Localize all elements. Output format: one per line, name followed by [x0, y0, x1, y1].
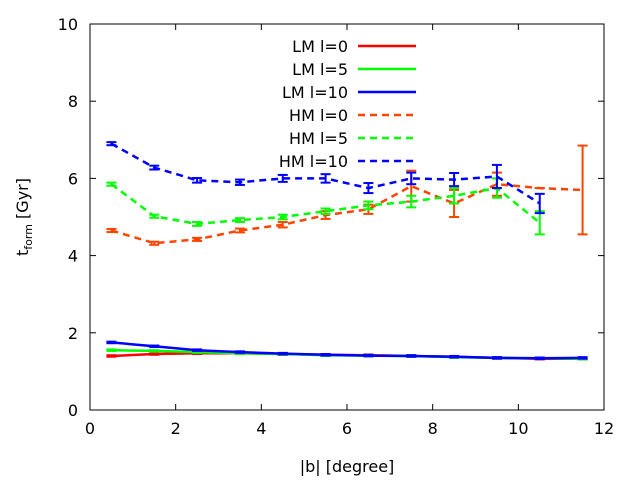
y-tick-label: 10 — [58, 15, 78, 34]
error-bar — [491, 163, 502, 190]
error-bar — [534, 210, 545, 236]
y-axis-label-sub: form — [22, 224, 35, 250]
error-bar — [234, 350, 245, 354]
y-axis-label: tform [Gyr] — [13, 178, 35, 256]
y-tick-label: 8 — [68, 92, 78, 111]
error-bar — [363, 353, 374, 358]
x-tick-label: 4 — [256, 419, 266, 438]
error-bar — [577, 356, 588, 360]
legend-label: LM l=10 — [282, 83, 348, 102]
series-hm-l-10 — [106, 141, 545, 215]
error-bar — [363, 182, 374, 195]
x-tick-label: 8 — [428, 419, 438, 438]
error-bar — [149, 213, 160, 219]
legend-label: LM l=0 — [292, 37, 348, 56]
error-bar — [149, 240, 160, 246]
error-bar — [234, 178, 245, 186]
x-tick-label: 10 — [508, 419, 528, 438]
legend-item-hm-l-10: HM l=10 — [279, 152, 416, 171]
legend-item-lm-l-5: LM l=5 — [292, 60, 416, 79]
x-tick-label: 12 — [594, 419, 614, 438]
legend-item-lm-l-10: LM l=10 — [282, 83, 416, 102]
error-bar — [277, 173, 288, 183]
error-bar — [192, 177, 203, 184]
y-tick-label: 0 — [68, 401, 78, 420]
legend-item-lm-l-0: LM l=0 — [292, 37, 416, 56]
error-bar — [277, 351, 288, 356]
plot-layer — [106, 141, 588, 361]
legend-item-hm-l-5: HM l=5 — [289, 129, 416, 148]
error-bar — [320, 207, 331, 215]
error-bar — [106, 340, 117, 345]
legend-label: LM l=5 — [292, 60, 348, 79]
series-hm-l-5 — [106, 177, 545, 236]
error-bar — [149, 349, 160, 353]
error-bar — [106, 227, 117, 234]
y-axis-label-unit: [Gyr] — [13, 178, 32, 224]
error-bar — [406, 194, 417, 209]
y-axis-label-main: t — [13, 250, 32, 256]
y-tick-label: 6 — [68, 169, 78, 188]
legend-label: HM l=5 — [289, 129, 348, 148]
series-lm-l-10 — [106, 340, 588, 361]
error-bar — [449, 171, 460, 188]
error-bar — [149, 164, 160, 171]
y-tick-label: 4 — [68, 247, 78, 266]
error-bar — [534, 192, 545, 215]
error-bar — [363, 200, 374, 211]
series-line-lm-l-10 — [111, 341, 583, 360]
x-tick-label: 6 — [342, 419, 352, 438]
y-tick-label: 2 — [68, 324, 78, 343]
legend-label: HM l=10 — [279, 152, 348, 171]
error-bar — [406, 171, 417, 186]
error-bar — [149, 344, 160, 349]
x-tick-label: 2 — [171, 419, 181, 438]
error-bar — [234, 217, 245, 224]
error-bar — [277, 213, 288, 221]
error-bar — [106, 354, 117, 358]
error-bar — [192, 348, 203, 352]
error-bar — [106, 348, 117, 352]
x-axis-label: |b| [degree] — [300, 457, 395, 476]
error-bar — [491, 356, 502, 360]
series-hm-l-0 — [106, 144, 588, 246]
error-bar — [277, 221, 288, 229]
error-bar — [320, 353, 331, 357]
legend: LM l=0 LM l=5 LM l=10 HM l=0 HM l=5 HM l=10 — [279, 37, 416, 171]
x-tick-label: 0 — [85, 419, 95, 438]
legend-label: HM l=0 — [289, 106, 348, 125]
legend-item-hm-l-0: HM l=0 — [289, 106, 416, 125]
error-bar — [106, 181, 117, 187]
error-bar — [234, 227, 245, 234]
error-bar — [192, 221, 203, 227]
error-bar — [577, 144, 588, 236]
error-bar — [149, 352, 160, 356]
ticks-layer: 0 2 4 6 8 10 12 0 2 4 6 8 10 — [58, 15, 615, 438]
error-bar — [449, 354, 460, 359]
error-bar — [534, 356, 545, 361]
error-bar — [320, 173, 331, 184]
error-bar — [192, 236, 203, 242]
series-line-hm-l-0 — [111, 182, 583, 245]
error-bar — [449, 187, 460, 205]
error-bar — [106, 141, 117, 147]
error-bar — [406, 354, 417, 358]
